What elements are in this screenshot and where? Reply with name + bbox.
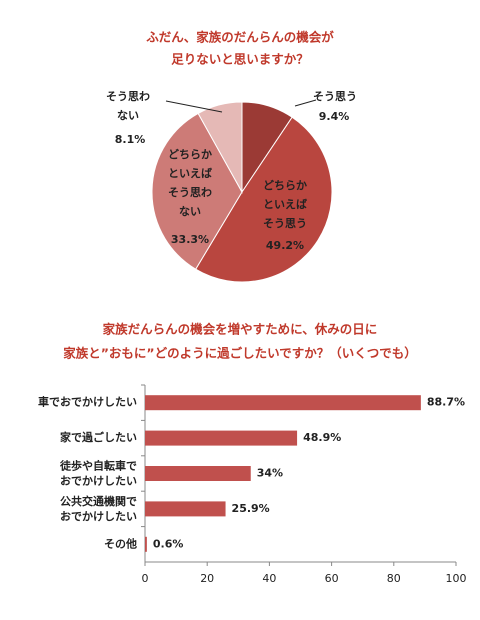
x-tick-label: 80 [387, 572, 401, 585]
bar [145, 430, 298, 446]
slice-value: 9.4% [319, 110, 350, 123]
y-tick-label: 徒歩や自転車でおでかけしたい [59, 459, 137, 488]
value-label: 25.9% [232, 502, 270, 515]
y-tick-label: 公共交通機関でおでかけしたい [60, 494, 137, 523]
y-tick-label: 車でおでかけしたい [38, 395, 137, 409]
y-tick-label: その他 [104, 536, 137, 550]
chart-title: 家族と”おもに”どのように過ごしたいですか？（いくつでも） [63, 346, 417, 361]
slice-value: 8.1% [115, 133, 146, 146]
chart-title: 家族だんらんの機会を増やすために、休みの日に [103, 322, 378, 337]
bar [145, 395, 421, 411]
chart-title: ふだん、家族のだんらんの機会が [146, 30, 334, 45]
chart-title: 足りないと思いますか？ [171, 52, 309, 67]
slice-label: どちらかといえばそう思う [263, 179, 307, 230]
bar [145, 466, 251, 481]
slice-label: そう思う [313, 90, 357, 103]
x-tick-label: 40 [262, 572, 276, 585]
slice-value: 33.3% [171, 233, 209, 246]
value-label: 88.7% [427, 396, 465, 409]
pie-slice [195, 116, 333, 283]
y-tick-label: 家で過ごしたい [60, 430, 137, 444]
value-label: 48.9% [303, 431, 341, 444]
x-tick-label: 100 [446, 572, 467, 585]
x-tick-label: 0 [142, 572, 149, 585]
leader-line [294, 99, 317, 107]
value-label: 34% [257, 467, 283, 480]
bar [145, 501, 226, 517]
value-label: 0.6% [153, 537, 184, 550]
x-tick-label: 20 [200, 572, 214, 585]
slice-label: どちらかといえばそう思わない [168, 148, 212, 218]
x-tick-label: 60 [325, 572, 339, 585]
slice-value: 49.2% [266, 239, 304, 252]
leader-line [165, 100, 223, 113]
pie-slice [197, 101, 243, 194]
slice-label: そう思わない [106, 90, 150, 122]
bar [145, 536, 147, 552]
